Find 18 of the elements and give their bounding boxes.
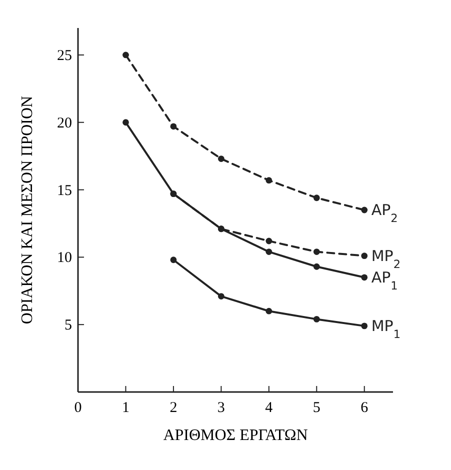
x-tick-label: 5 xyxy=(312,400,320,416)
series-label: MP$_{2}$ xyxy=(371,246,401,270)
series-label: MP$_{1}$ xyxy=(371,316,401,340)
x-tick-label: 2 xyxy=(170,400,178,416)
x-tick-label: 1 xyxy=(122,400,130,416)
x-tick-label: 0 xyxy=(74,400,82,416)
y-tick-label: 10 xyxy=(57,250,72,266)
y-tick-label: 5 xyxy=(64,318,72,334)
x-axis-title: ΑΡΙΘΜΟΣ ΕΡΓΑΤΩΝ xyxy=(163,427,308,444)
y-tick-label: 20 xyxy=(57,115,72,132)
y-axis-title: ΟΡΙΑΚΟΝ ΚΑΙ ΜΕΣΟΝ ΠΡΟΙΟΝ xyxy=(19,95,36,324)
y-tick-label: 15 xyxy=(57,182,72,199)
x-tick-label: 3 xyxy=(217,400,225,416)
x-tick-label: 4 xyxy=(265,400,274,416)
x-tick-label: 6 xyxy=(360,400,369,416)
y-tick-label: 25 xyxy=(57,48,72,64)
series-label: AP$_{2}$ xyxy=(371,201,398,224)
series-label: AP$_{1}$ xyxy=(371,268,398,292)
